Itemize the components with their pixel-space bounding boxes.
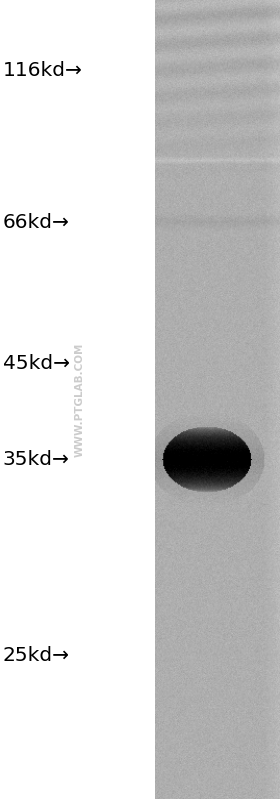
Text: WWW.PTGLAB.COM: WWW.PTGLAB.COM xyxy=(75,342,85,457)
Text: 25kd→: 25kd→ xyxy=(3,646,70,665)
Text: 35kd→: 35kd→ xyxy=(3,450,70,469)
Text: 45kd→: 45kd→ xyxy=(3,354,70,373)
Text: 66kd→: 66kd→ xyxy=(3,213,70,232)
Text: 116kd→: 116kd→ xyxy=(3,61,83,80)
